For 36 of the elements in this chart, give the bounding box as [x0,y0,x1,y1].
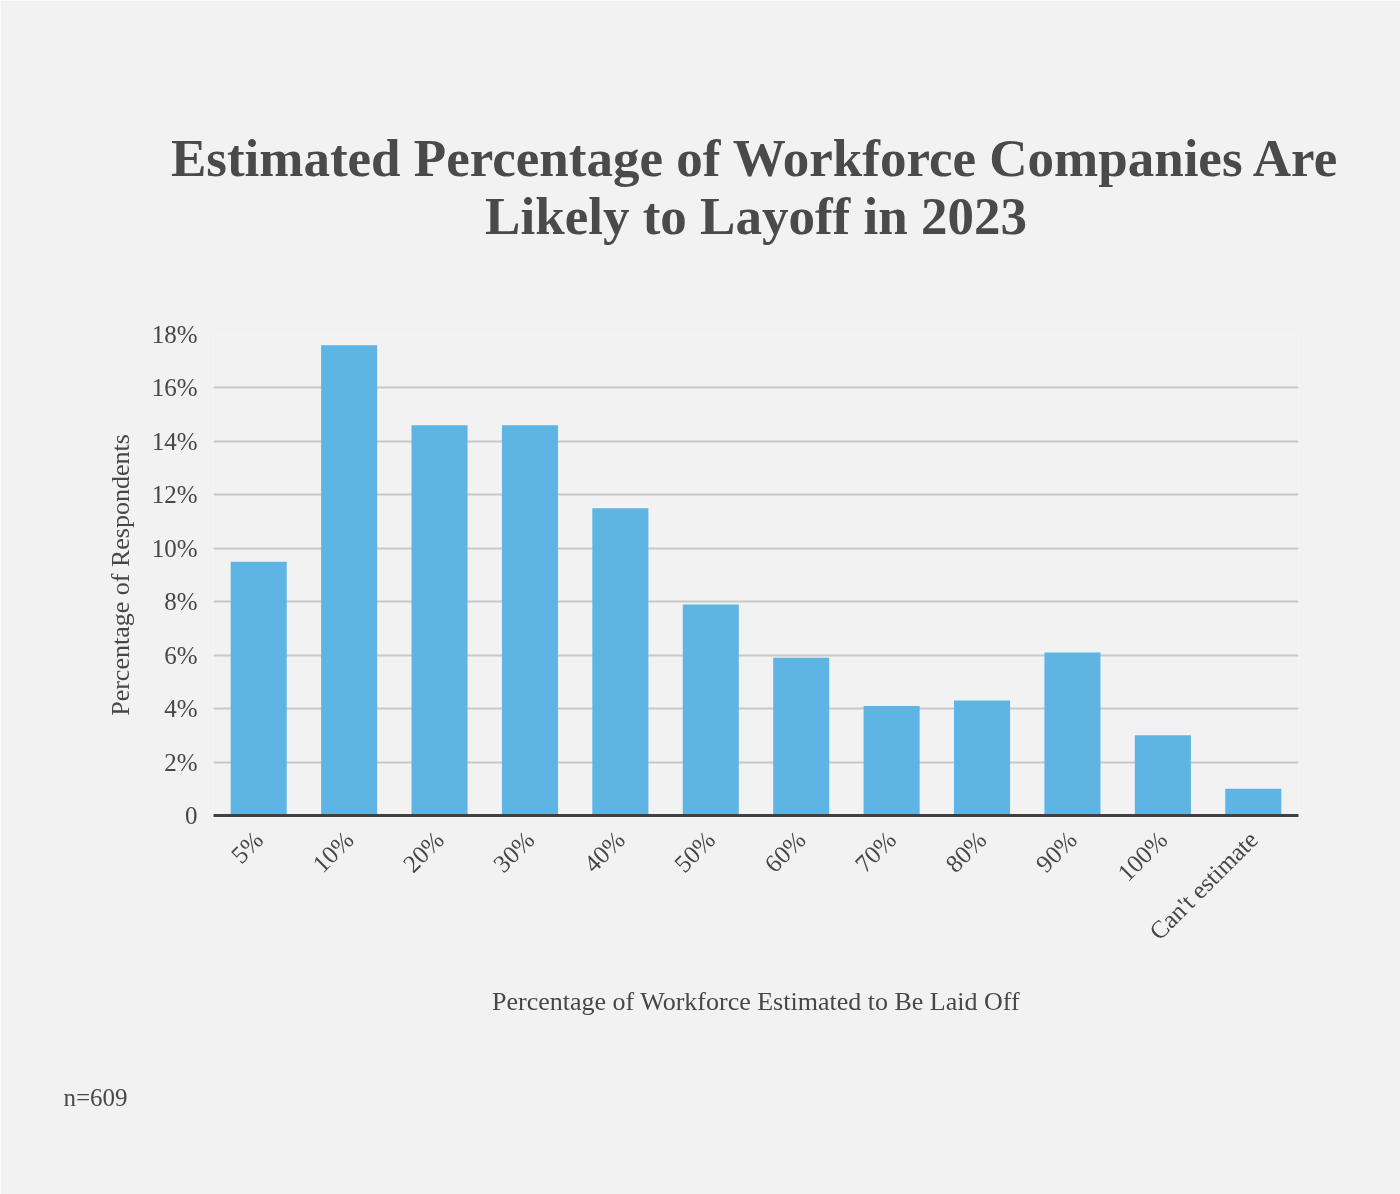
bar [1134,735,1191,816]
x-tick-label: 70% [849,825,902,878]
bar [592,508,649,816]
x-tick-label: 60% [759,825,811,878]
chart-title: Estimated Percentage of Workforce Companies Are Likely to Layoff in 2023 [170,128,1338,245]
y-tick-label: 2% [164,748,198,776]
y-tick-label: 14% [151,427,198,455]
bar [501,425,558,816]
y-tick-label: 4% [164,695,198,723]
bar [773,657,830,816]
x-tick-label: 5% [225,825,269,869]
bar [1225,788,1282,816]
x-tick-label: 40% [578,825,630,878]
y-tick-label: 10% [151,534,198,562]
x-tick-label: 90% [1030,825,1083,878]
y-tick-label: 0 [185,802,198,829]
bar [230,561,287,816]
bar [863,705,920,816]
y-tick-label: 16% [151,374,198,402]
text: n=609 [63,1084,128,1111]
bar [321,345,378,816]
y-axis-title: Percentage of Respondents [105,434,135,716]
x-tick-label: 30% [488,825,540,878]
y-tick-label: 6% [164,641,198,669]
y-tick-label: 8% [164,588,198,616]
bar [954,700,1011,816]
x-tick-label: 20% [397,825,450,878]
x-axis-title: Percentage of Workforce Estimated to Be Laid Off [491,987,1020,1017]
x-tick-label: 10% [307,825,359,878]
bar [411,425,468,816]
bar [682,604,739,816]
bar [1044,652,1101,816]
x-tick-label: 50% [668,825,721,878]
x-tick-label: 80% [940,825,992,878]
y-tick-label: 12% [151,481,198,509]
y-tick-label: 18% [151,321,198,348]
